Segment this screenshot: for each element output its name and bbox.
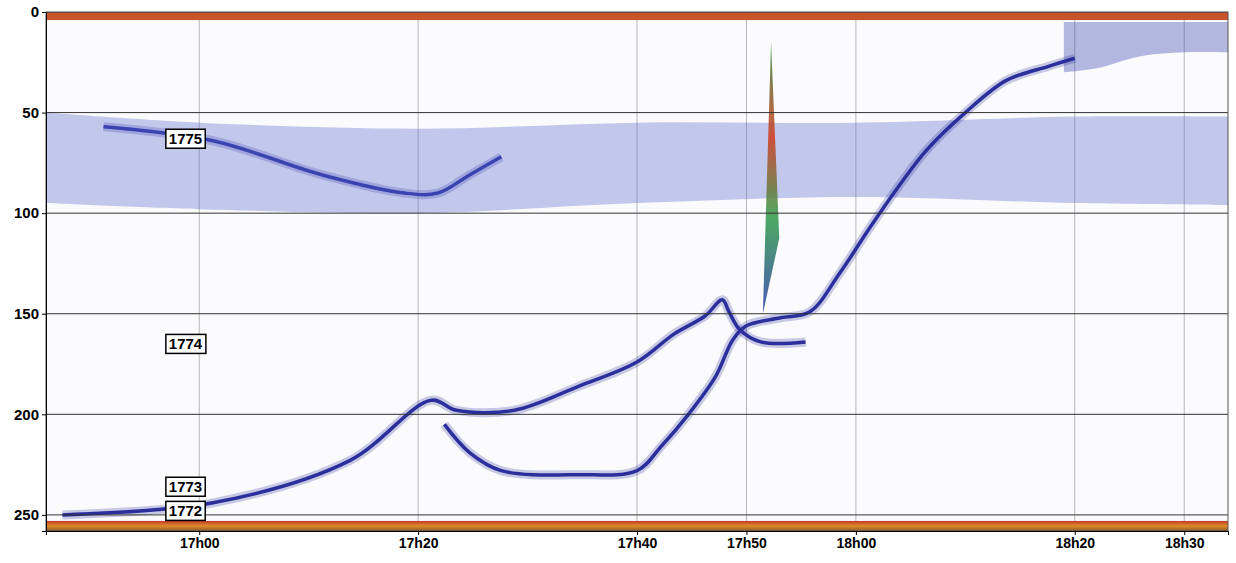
fish-trace-halo xyxy=(444,58,1074,475)
y-tick-label: 150 xyxy=(14,305,39,322)
y-tick-mark xyxy=(42,12,46,13)
tag-label: 1774 xyxy=(166,334,206,353)
y-tick-mark xyxy=(42,515,46,516)
y-tick-mark xyxy=(42,414,46,415)
x-tick-label: 18h30 xyxy=(1165,535,1205,551)
y-tick: 150 xyxy=(14,305,46,322)
x-tick: 17h40 xyxy=(618,531,658,551)
tag-label-box xyxy=(166,477,205,496)
tag-label-box xyxy=(166,334,206,353)
y-tick-mark xyxy=(42,213,46,214)
y-tick-label: 250 xyxy=(14,506,39,523)
x-tick-label: 17h40 xyxy=(618,535,658,551)
grid-line-y xyxy=(46,514,1228,515)
grid-line-y xyxy=(46,112,1228,113)
x-tick: 17h20 xyxy=(399,531,439,551)
y-tick: 100 xyxy=(14,204,46,221)
x-tick: 17h00 xyxy=(180,531,220,551)
grid-line-x xyxy=(746,12,747,531)
x-tick-label: 18h20 xyxy=(1055,535,1095,551)
y-axis: 0 50 100 150 200 250 xyxy=(14,3,47,531)
y-tick: 0 xyxy=(31,3,46,20)
y-tick: 250 xyxy=(14,506,46,523)
scattering-layer xyxy=(1064,22,1228,72)
grid-line-x xyxy=(199,12,200,531)
surface-band xyxy=(46,12,1228,20)
fish-trace-halo xyxy=(103,127,501,195)
grid-line-x xyxy=(418,12,419,531)
plot-background xyxy=(46,12,1228,531)
fish-trace xyxy=(444,58,1074,475)
y-tick: 50 xyxy=(22,104,46,121)
x-tick-label: 17h50 xyxy=(727,535,767,551)
tag-label-text: 1775 xyxy=(169,130,202,147)
grid-line-x xyxy=(1074,12,1075,531)
grid-line-x xyxy=(1184,12,1185,531)
seabed xyxy=(46,521,1228,531)
x-tick-label: 18h00 xyxy=(837,535,877,551)
grid-line-x xyxy=(637,12,638,531)
x-tick: 17h50 xyxy=(727,531,767,551)
y-tick-label: 200 xyxy=(14,406,39,423)
tag-label-text: 1772 xyxy=(169,502,202,519)
x-tick-label: 17h20 xyxy=(399,535,439,551)
annotations: 1775 1774 1773 1772 xyxy=(166,129,206,520)
y-tick-label: 100 xyxy=(14,204,39,221)
grid-line-y xyxy=(46,414,1228,415)
x-tick-label: 17h00 xyxy=(180,535,220,551)
y-tick-label: 50 xyxy=(22,104,39,121)
tag-label: 1775 xyxy=(166,129,205,148)
y-tick: 200 xyxy=(14,406,46,423)
y-axis-line xyxy=(42,13,47,532)
tag-label-box xyxy=(166,501,205,520)
y-tick-mark xyxy=(42,314,46,315)
y-tick-mark xyxy=(42,113,46,114)
grid-line-y xyxy=(46,313,1228,314)
tag-label: 1772 xyxy=(166,501,205,520)
x-tick: 18h20 xyxy=(1055,531,1095,551)
tag-label: 1773 xyxy=(166,477,205,496)
tag-label-text: 1774 xyxy=(169,335,203,352)
x-axis: 17h00 17h20 17h40 17h50 18h00 18h20 18h30 xyxy=(47,531,1229,551)
y-tick-label: 0 xyxy=(31,3,39,20)
echogram-chart: 0 50 100 150 200 250 17h00 17h20 17h40 17h50 18h00… xyxy=(0,0,1236,563)
plot-frame xyxy=(46,12,1228,531)
x-tick: 18h30 xyxy=(1165,531,1205,551)
tag-label-box xyxy=(166,129,205,148)
tag-label-text: 1773 xyxy=(169,478,202,495)
scattering-layer xyxy=(46,113,1228,214)
grid-line-y xyxy=(46,213,1228,214)
x-tick: 18h00 xyxy=(837,531,877,551)
grid-line-x xyxy=(855,12,856,531)
plot-area xyxy=(46,12,1228,531)
interference-spike xyxy=(763,42,779,314)
fish-trace xyxy=(103,127,501,195)
